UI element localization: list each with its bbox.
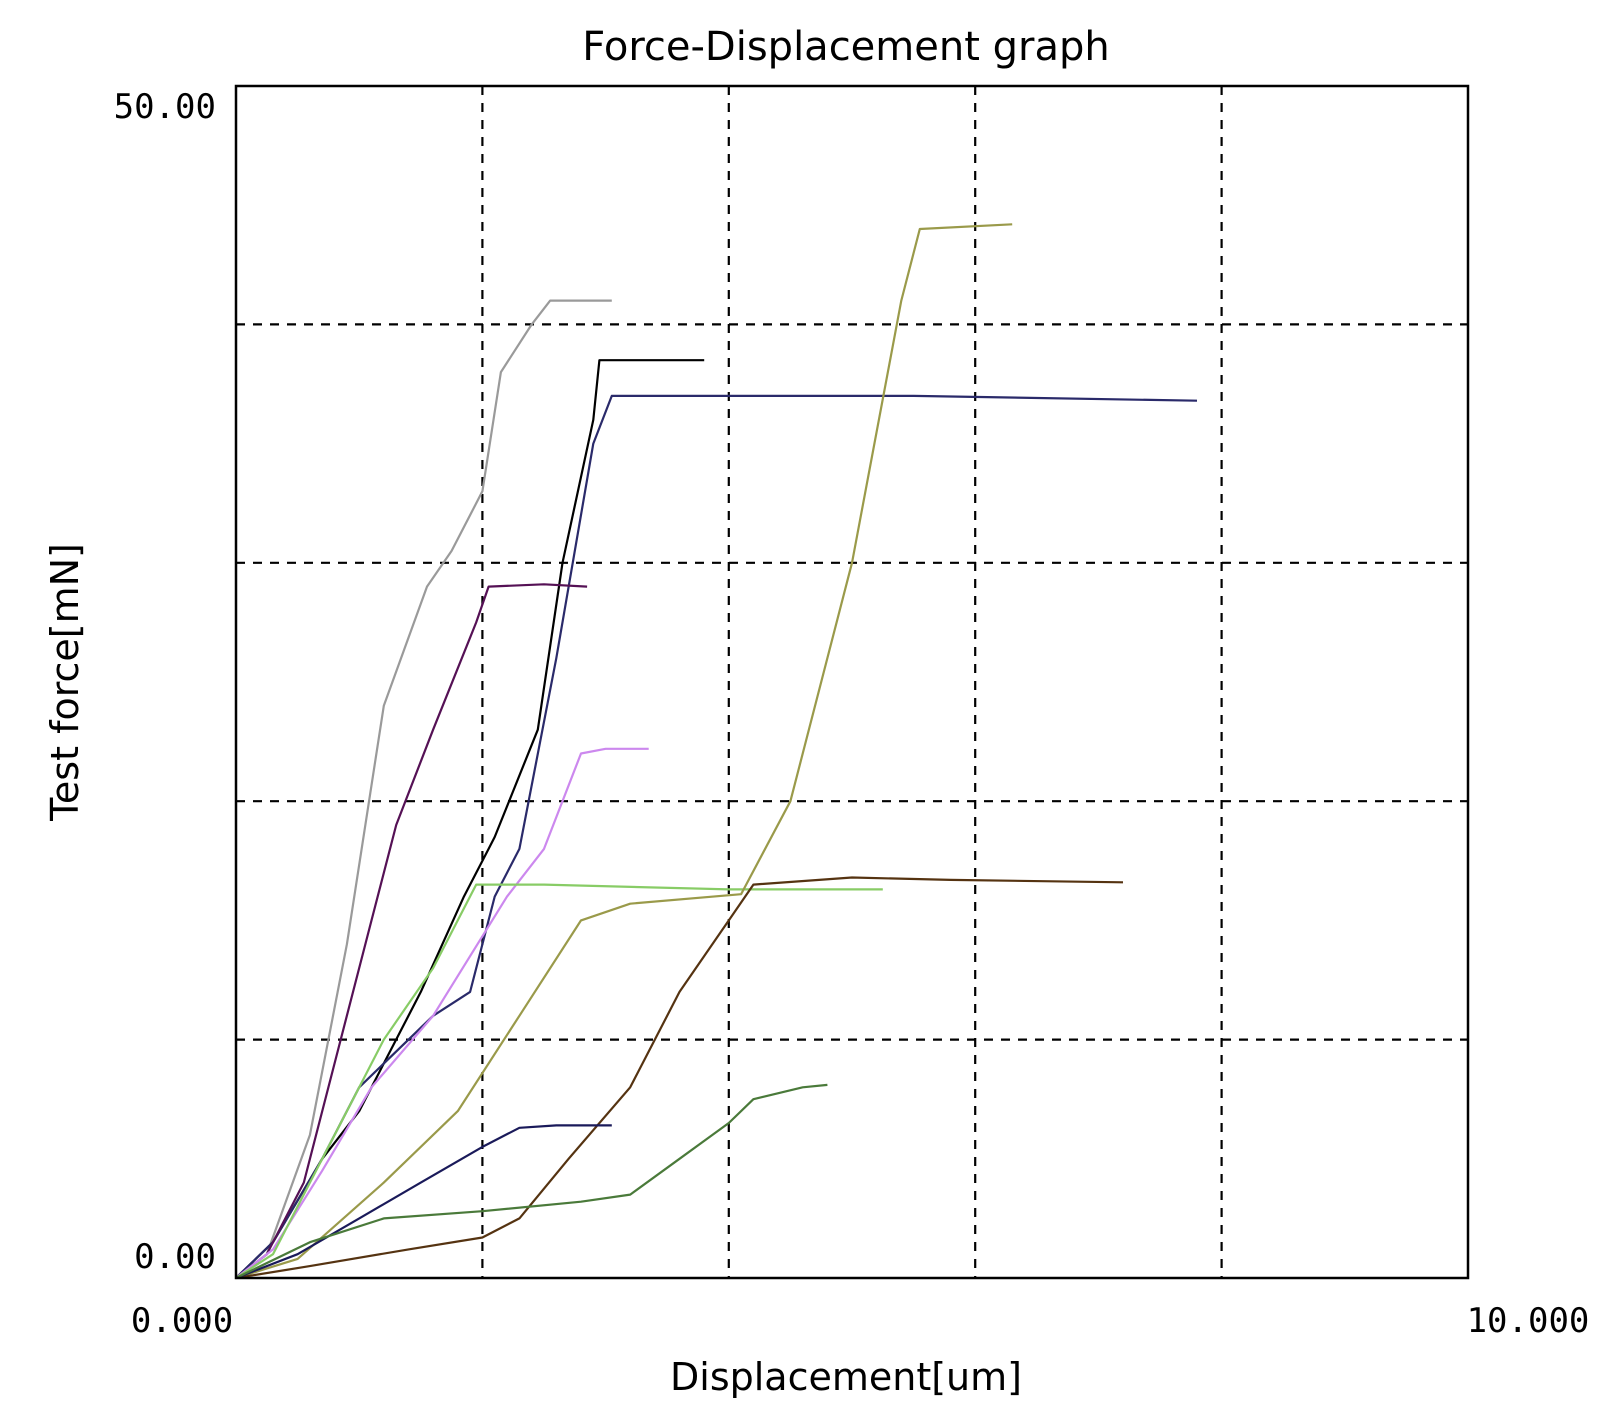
series-line-9 (235, 1124, 612, 1280)
series-line-7 (235, 223, 1013, 1280)
y-axis-label: Test force[mN] (43, 543, 87, 822)
y-tick-max: 50.00 (114, 87, 216, 127)
series-line-10 (235, 1083, 828, 1279)
series-line-4 (235, 583, 588, 1279)
x-tick-min: 0.000 (131, 1301, 233, 1341)
plot-frame (234, 84, 1470, 1280)
series-line-6 (235, 883, 883, 1279)
series-group (235, 223, 1198, 1280)
chart-title: Force-Displacement graph (582, 24, 1109, 70)
x-axis-label: Displacement[um] (670, 1355, 1022, 1399)
series-line-8 (235, 876, 1124, 1280)
series-line-1 (235, 299, 612, 1279)
x-tick-max: 10.000 (1467, 1301, 1590, 1341)
y-tick-min: 0.00 (134, 1237, 216, 1277)
series-line-5 (235, 747, 649, 1279)
